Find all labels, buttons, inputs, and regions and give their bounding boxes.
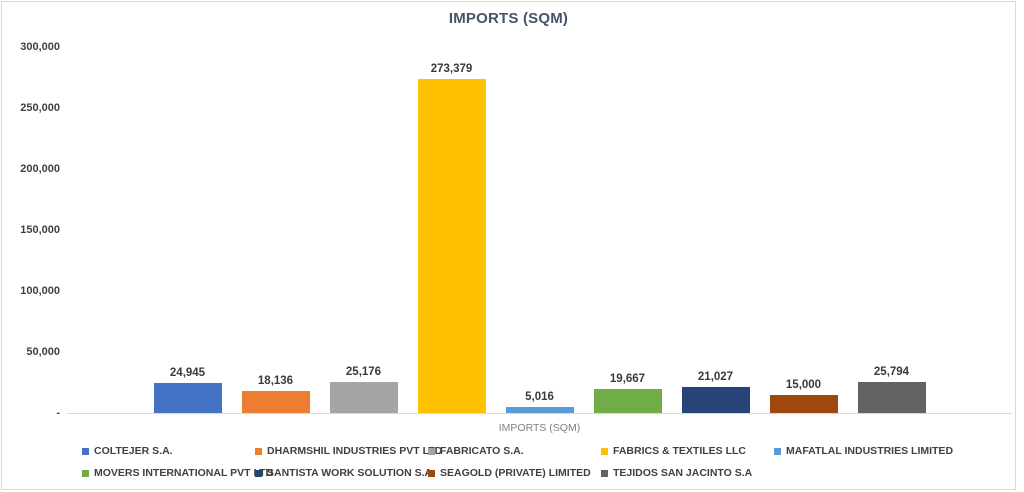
- legend-item-fabrics-textiles-llc[interactable]: FABRICS & TEXTILES LLC: [601, 443, 746, 459]
- bar-data-label: 273,379: [430, 63, 473, 75]
- y-tick-label: 150,000: [20, 224, 60, 236]
- bar-data-label: 21,027: [697, 371, 734, 383]
- legend-label: SANTISTA WORK SOLUTION S.A.: [267, 467, 435, 479]
- legend-label: COLTEJER S.A.: [94, 445, 173, 457]
- legend-color-swatch: [601, 447, 608, 455]
- bar-rect-coltejer-s-a[interactable]: [153, 383, 222, 413]
- legend-label: FABRICATO S.A.: [440, 445, 524, 457]
- y-tick-label: 250,000: [20, 102, 60, 114]
- legend-item-fabricato-s-a[interactable]: FABRICATO S.A.: [428, 443, 524, 459]
- legend-label: SEAGOLD (PRIVATE) LIMITED: [440, 467, 591, 479]
- bar-rect-fabricato-s-a[interactable]: [329, 382, 398, 413]
- legend-label: FABRICS & TEXTILES LLC: [613, 445, 747, 457]
- legend-color-swatch: [601, 469, 608, 477]
- bar-rect-santista-work-solution-s-a[interactable]: [681, 387, 750, 413]
- bar-fabricato-s-a[interactable]: 25,176: [329, 366, 398, 413]
- bar-data-label: 18,136: [257, 375, 294, 387]
- y-tick-label: 300,000: [20, 41, 60, 53]
- legend-item-dharmshil-industries-pvt-ltd[interactable]: DHARMSHIL INDUSTRIES PVT LTD: [255, 443, 442, 459]
- bar-santista-work-solution-s-a[interactable]: 21,027: [681, 371, 750, 413]
- legend-label: DHARMSHIL INDUSTRIES PVT LTD: [267, 445, 443, 457]
- plot-area: 24,945 18,136 25,176 273,379 5,016 19,667 21,0…: [67, 47, 1012, 414]
- bar-rect-movers-international-pvt-ltd[interactable]: [593, 389, 662, 413]
- y-tick-label: 50,000: [26, 346, 60, 358]
- bar-rect-tejidos-san-jacinto-s-a[interactable]: [857, 382, 926, 413]
- bar-seagold-private-limited[interactable]: 15,000: [769, 379, 838, 413]
- bar-coltejer-s-a[interactable]: 24,945: [153, 367, 222, 413]
- chart-title: IMPORTS (SQM): [448, 10, 569, 27]
- bar-data-label: 25,794: [873, 366, 910, 378]
- bar-movers-international-pvt-ltd[interactable]: 19,667: [593, 373, 662, 413]
- legend-item-santista-work-solution-s-a[interactable]: SANTISTA WORK SOLUTION S.A.: [255, 465, 435, 481]
- legend-color-swatch: [428, 469, 435, 477]
- bar-tejidos-san-jacinto-s-a[interactable]: 25,794: [857, 366, 926, 413]
- y-axis-tick-labels: 300,000 250,000 200,000 150,000 100,000 50,00…: [2, 41, 60, 419]
- legend-label: MOVERS INTERNATIONAL PVT LTD: [94, 467, 274, 479]
- bar-series-container: 24,945 18,136 25,176 273,379 5,016 19,667 21,0…: [67, 47, 1012, 413]
- legend-label: TEJIDOS SAN JACINTO S.A: [613, 467, 753, 479]
- bar-rect-dharmshil-industries-pvt-ltd[interactable]: [241, 391, 310, 413]
- legend-color-swatch: [774, 447, 781, 455]
- y-tick-label: -: [56, 407, 60, 419]
- legend-color-swatch: [255, 447, 262, 455]
- bar-dharmshil-industries-pvt-ltd[interactable]: 18,136: [241, 375, 310, 413]
- bar-data-label: 19,667: [609, 373, 646, 385]
- bar-fabrics-textiles-llc[interactable]: 273,379: [417, 63, 486, 413]
- bar-data-label: 15,000: [785, 379, 822, 391]
- legend-item-seagold-private-limited[interactable]: SEAGOLD (PRIVATE) LIMITED: [428, 465, 591, 481]
- legend-color-swatch: [428, 447, 435, 455]
- y-tick-label: 200,000: [20, 163, 60, 175]
- legend-item-movers-international-pvt-ltd[interactable]: MOVERS INTERNATIONAL PVT LTD: [82, 465, 273, 481]
- legend-item-tejidos-san-jacinto-s-a[interactable]: TEJIDOS SAN JACINTO S.A: [601, 465, 752, 481]
- x-axis-category-label: IMPORTS (SQM): [498, 422, 581, 434]
- bar-rect-fabrics-textiles-llc[interactable]: [417, 79, 486, 413]
- bar-mafatlal-industries-limited[interactable]: 5,016: [505, 391, 574, 413]
- bar-data-label: 5,016: [525, 391, 554, 403]
- legend-item-mafatlal-industries-limited[interactable]: MAFATLAL INDUSTRIES LIMITED: [774, 443, 953, 459]
- legend-item-coltejer-s-a[interactable]: COLTEJER S.A.: [82, 443, 173, 459]
- bar-rect-mafatlal-industries-limited[interactable]: [505, 407, 574, 413]
- bar-rect-seagold-private-limited[interactable]: [769, 395, 838, 413]
- legend-color-swatch: [82, 469, 89, 477]
- y-tick-label: 100,000: [20, 285, 60, 297]
- bar-data-label: 24,945: [169, 367, 206, 379]
- legend-color-swatch: [82, 447, 89, 455]
- bar-data-label: 25,176: [345, 366, 382, 378]
- legend-label: MAFATLAL INDUSTRIES LIMITED: [786, 445, 954, 457]
- legend-color-swatch: [255, 469, 262, 477]
